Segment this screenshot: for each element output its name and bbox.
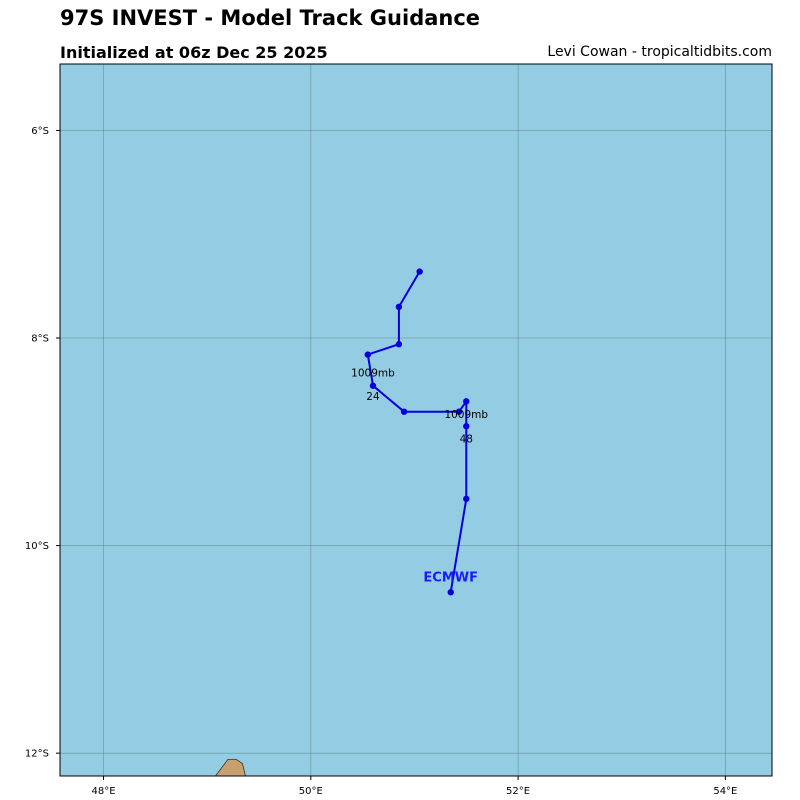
x-tick-label: 52°E xyxy=(506,786,530,797)
annotation-layer: 1009mb 24 1009mb 48 xyxy=(351,367,488,445)
track-point xyxy=(395,303,403,311)
x-tick-label: 48°E xyxy=(92,786,116,797)
model-label-ecmwf: ECMWF xyxy=(423,571,478,586)
tick-layer: 48°E 50°E 52°E 54°E 6°S 8°S 10°S 12°S xyxy=(25,126,737,797)
track-point xyxy=(447,589,454,596)
forecast-hour-label: 24 xyxy=(366,391,380,403)
track-layer: ECMWF xyxy=(364,268,478,596)
track-point xyxy=(369,382,377,389)
forecast-hour-label: 48 xyxy=(460,434,473,446)
x-tick-label: 54°E xyxy=(713,786,737,797)
land-layer xyxy=(215,759,246,776)
page-title: 97S INVEST - Model Track Guidance xyxy=(60,6,481,30)
credit-text: Levi Cowan - tropicaltidbits.com xyxy=(547,44,772,60)
track-point xyxy=(364,351,372,358)
track-point xyxy=(463,495,470,503)
ocean-background xyxy=(60,64,772,776)
track-point xyxy=(400,408,408,415)
track-point xyxy=(455,408,463,415)
init-time-subtitle: Initialized at 06z Dec 25 2025 xyxy=(60,43,328,62)
track-point xyxy=(463,398,470,405)
track-point xyxy=(416,268,423,275)
track-point xyxy=(463,423,470,430)
y-tick-label: 12°S xyxy=(25,749,49,760)
x-tick-label: 50°E xyxy=(299,786,323,797)
y-tick-label: 10°S xyxy=(25,541,49,552)
y-tick-label: 6°S xyxy=(31,126,49,137)
land-madagascar-tip xyxy=(215,759,246,776)
grid-layer xyxy=(60,64,772,776)
pressure-label: 1009mb xyxy=(351,367,395,379)
map-frame xyxy=(59,63,773,777)
y-tick-label: 8°S xyxy=(31,334,49,345)
track-point xyxy=(395,341,403,348)
pressure-label: 1009mb xyxy=(444,409,488,421)
